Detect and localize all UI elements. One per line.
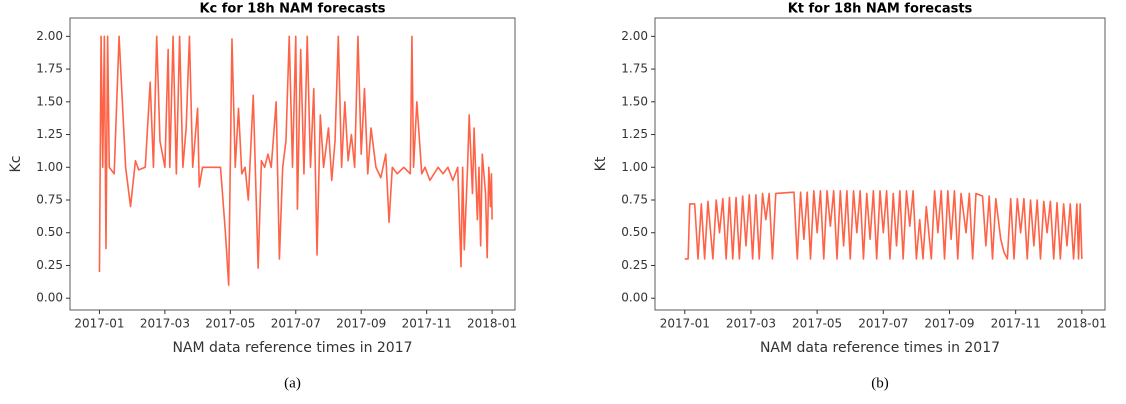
x-tick-label: 2017-09 [336,317,386,331]
y-tick-label: 0.75 [36,193,63,207]
x-tick-label: 2017-07 [858,317,908,331]
y-tick-label: 2.00 [36,29,63,43]
caption: (b) [871,375,889,391]
y-tick-label: 1.75 [36,62,63,76]
x-tick-label: 2017-03 [726,317,776,331]
y-tick-label: 1.00 [36,160,63,174]
x-tick-label: 2017-03 [140,317,190,331]
x-tick-label: 2017-05 [792,317,842,331]
x-tick-label: 2018-01 [1057,317,1107,331]
y-tick-label: 0.00 [36,291,63,305]
x-tick-label: 2017-11 [402,317,452,331]
x-tick-label: 2017-11 [991,317,1041,331]
y-tick-label: 0.00 [621,291,648,305]
y-tick-label: 0.75 [621,193,648,207]
y-tick-label: 1.00 [621,160,648,174]
y-axis-label: Kc [8,156,24,173]
y-tick-label: 2.00 [621,29,648,43]
caption: (a) [284,375,301,391]
plot-frame [69,17,516,311]
x-axis-label: NAM data reference times in 2017 [172,340,412,356]
x-axis-label: NAM data reference times in 2017 [760,340,1000,356]
chart-title: Kt for 18h NAM forecasts [788,2,973,17]
x-tick-label: 2017-05 [205,317,255,331]
y-tick-label: 1.25 [36,127,63,141]
x-tick-label: 2018-01 [467,317,517,331]
x-tick-label: 2017-01 [660,317,710,331]
y-tick-label: 0.25 [621,258,648,272]
y-tick-label: 0.25 [36,258,63,272]
x-tick-label: 2017-07 [271,317,321,331]
y-tick-label: 0.50 [36,225,63,239]
y-tick-label: 1.50 [36,94,63,108]
data-line [684,190,1083,260]
y-axis-label: Kt [593,156,609,171]
y-tick-label: 1.50 [621,94,648,108]
data-line [98,35,493,286]
y-tick-label: 1.75 [621,62,648,76]
plot-frame [654,17,1106,311]
x-tick-label: 2017-01 [74,317,124,331]
chart-title: Kc for 18h NAM forecasts [199,2,385,17]
y-tick-label: 1.25 [621,127,648,141]
x-tick-label: 2017-09 [924,317,974,331]
y-tick-label: 0.50 [621,225,648,239]
